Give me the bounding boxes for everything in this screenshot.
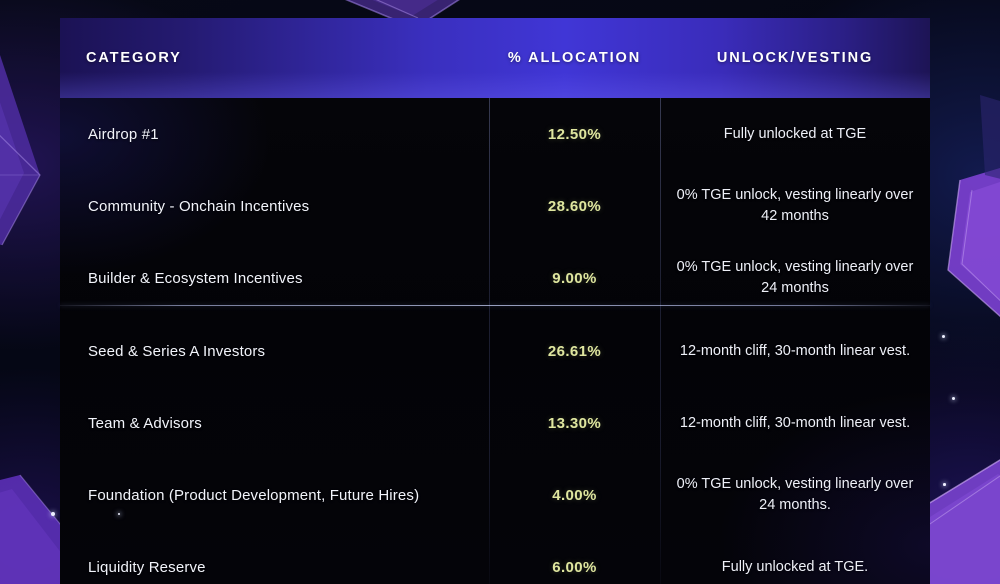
column-divider-2 (660, 98, 661, 584)
cell-allocation: 28.60% (547, 197, 602, 215)
star-dot (942, 335, 945, 338)
star-dot (51, 512, 55, 516)
table-header: CATEGORY % ALLOCATION UNLOCK/VESTING (60, 18, 930, 98)
cell-category: Community - Onchain Incentives (88, 197, 310, 215)
column-header-unlock: UNLOCK/VESTING (716, 50, 874, 66)
cell-allocation: 26.61% (547, 342, 602, 360)
polygon-right-mid-decoration (940, 150, 1000, 330)
cell-category: Airdrop #1 (88, 125, 159, 143)
cell-category: Liquidity Reserve (88, 558, 206, 576)
cell-allocation: 12.50% (547, 125, 602, 143)
star-dot (952, 397, 955, 400)
cell-allocation: 4.00% (552, 486, 597, 504)
cell-allocation: 6.00% (552, 558, 597, 576)
table-row[interactable]: Foundation (Product Development, Future … (60, 459, 930, 531)
cell-unlock: 0% TGE unlock, vesting linearly over 42 … (676, 187, 914, 224)
cell-allocation: 9.00% (552, 269, 597, 287)
table-row[interactable]: Team & Advisors 13.30% 12-month cliff, 3… (60, 387, 930, 459)
column-header-allocation: % ALLOCATION (507, 50, 642, 66)
star-dot (943, 483, 946, 486)
allocation-table: CATEGORY % ALLOCATION UNLOCK/VESTING Air… (60, 18, 930, 584)
table-row[interactable]: Airdrop #1 12.50% Fully unlocked at TGE (60, 98, 930, 170)
table-row[interactable]: Community - Onchain Incentives 28.60% 0%… (60, 170, 930, 242)
column-divider-1 (489, 98, 490, 584)
cell-unlock: 12-month cliff, 30-month linear vest. (679, 342, 911, 359)
polygon-right-top-decoration (955, 95, 1000, 205)
table-body: Airdrop #1 12.50% Fully unlocked at TGE … (60, 98, 930, 584)
table-row[interactable]: Seed & Series A Investors 26.61% 12-mont… (60, 315, 930, 387)
column-header-category: CATEGORY (86, 50, 182, 66)
cell-unlock: Fully unlocked at TGE (723, 125, 867, 142)
star-dot (118, 513, 120, 515)
cell-unlock: Fully unlocked at TGE. (721, 558, 869, 575)
cell-category: Foundation (Product Development, Future … (88, 486, 420, 504)
cell-allocation: 13.30% (547, 414, 602, 432)
cell-unlock: 0% TGE unlock, vesting linearly over 24 … (676, 476, 914, 513)
cell-category: Builder & Ecosystem Incentives (88, 269, 303, 287)
cell-unlock: 12-month cliff, 30-month linear vest. (679, 414, 911, 431)
group-separator (60, 305, 930, 306)
cell-category: Team & Advisors (88, 414, 202, 432)
table-row[interactable]: Builder & Ecosystem Incentives 9.00% 0% … (60, 242, 930, 314)
cell-unlock: 0% TGE unlock, vesting linearly over 24 … (676, 259, 914, 296)
table-row[interactable]: Liquidity Reserve 6.00% Fully unlocked a… (60, 531, 930, 584)
cell-category: Seed & Series A Investors (88, 342, 266, 360)
